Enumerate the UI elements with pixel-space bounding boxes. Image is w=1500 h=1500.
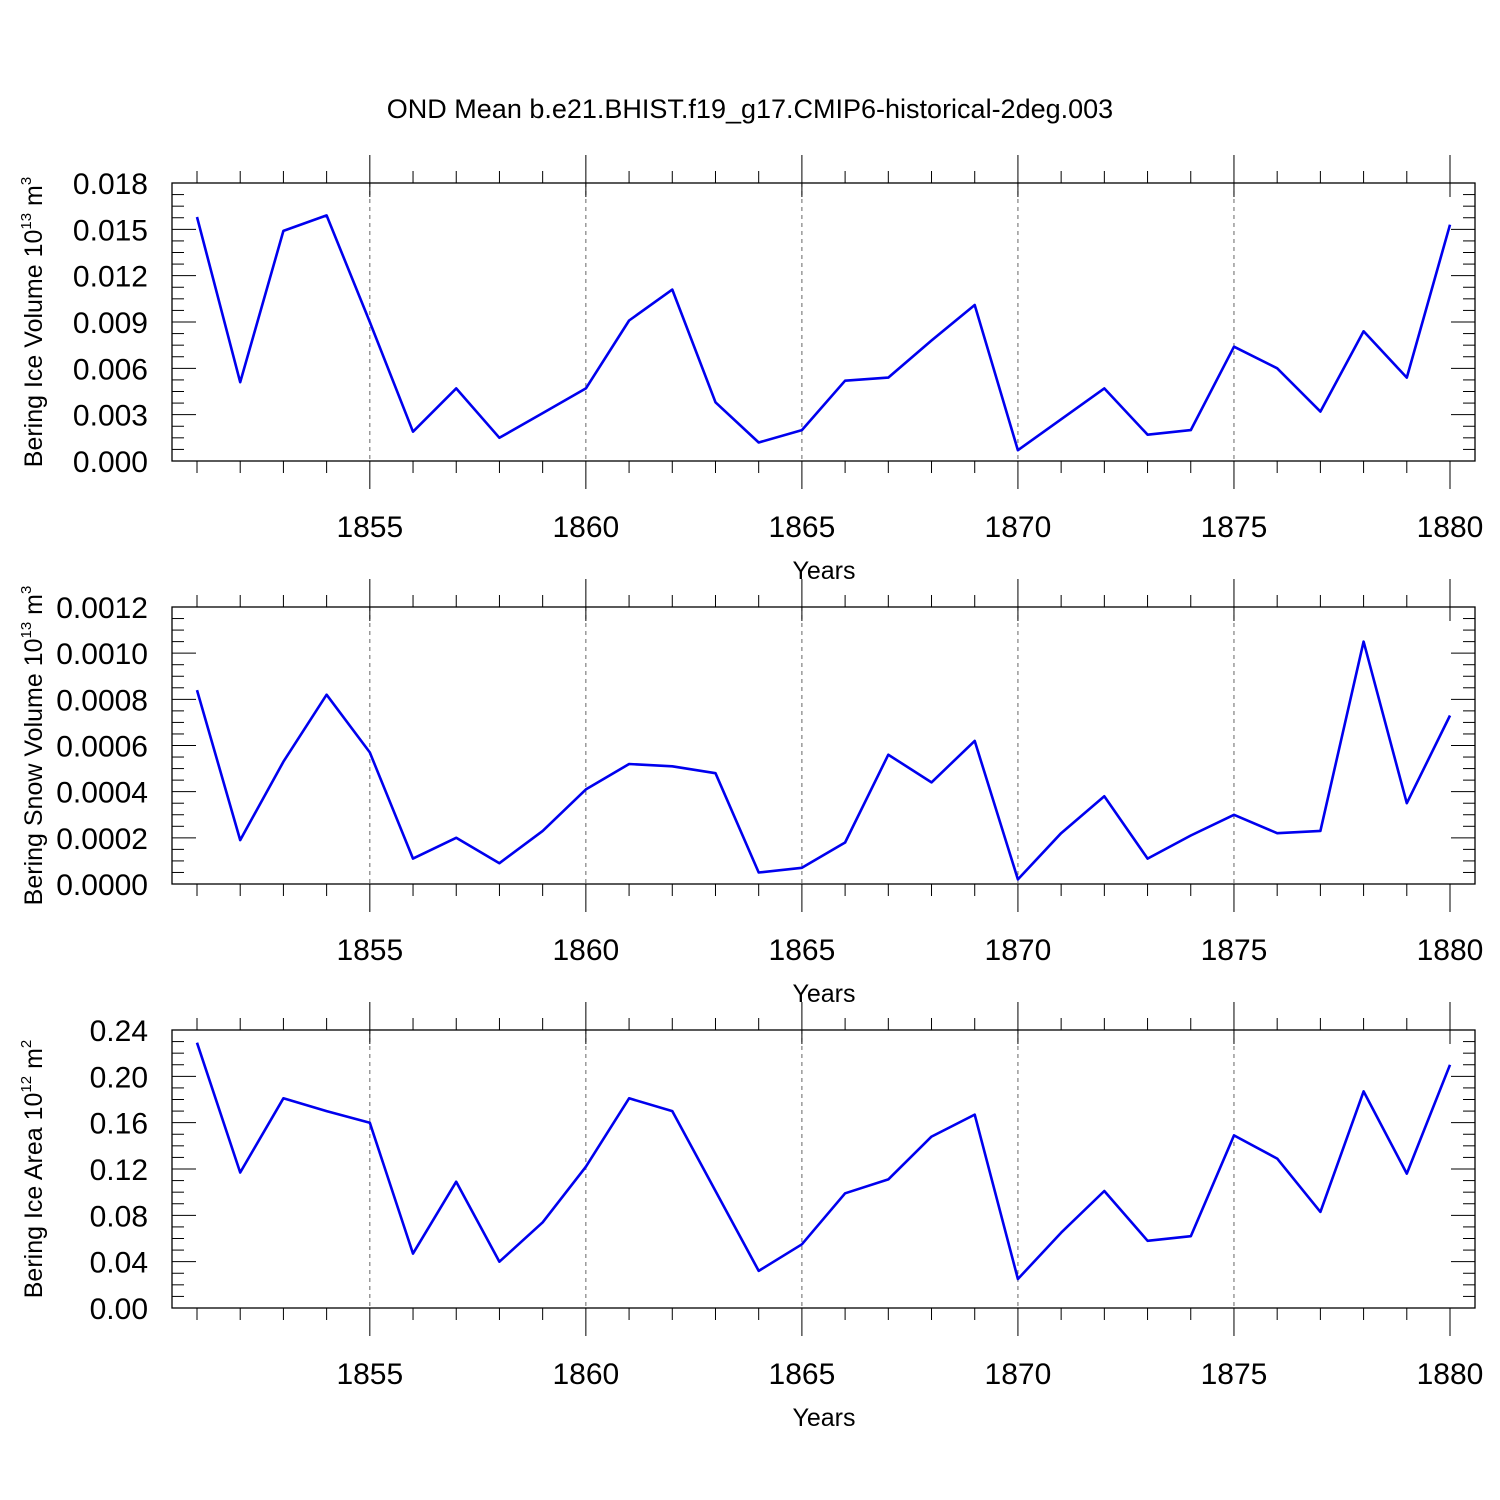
plot-frame — [171, 1029, 1476, 1309]
x-tick-label: 1865 — [769, 511, 836, 544]
series-line — [195, 1042, 1452, 1281]
y-tick-label: 0.0002 — [56, 823, 148, 856]
x-tick-label: 1855 — [336, 1358, 403, 1391]
y-tick-label: 0.0006 — [56, 731, 148, 764]
panel-2: 1855 1860 1865 1870 1875 1880 Years 0.0000 0.000… — [18, 579, 1483, 1008]
y-tick-label: 0.16 — [90, 1108, 148, 1141]
y-tick-label: 0.04 — [90, 1247, 148, 1280]
x-tick-label: 1875 — [1201, 511, 1268, 544]
plot-frame — [171, 182, 1476, 462]
y-tick-label: 0.0008 — [56, 684, 148, 717]
y-tick-label: 0.20 — [90, 1061, 148, 1094]
y-tick-label: 0.0012 — [56, 592, 148, 625]
series-line — [195, 214, 1452, 452]
y-axis-label: Bering Snow Volume 1013 m3 — [18, 586, 48, 906]
x-tick-label: 1855 — [336, 934, 403, 967]
x-axis-label: Years — [792, 1404, 855, 1432]
x-tick-label: 1880 — [1417, 511, 1484, 544]
x-tick-label: 1860 — [552, 1358, 619, 1391]
y-tick-label: 0.0004 — [56, 777, 148, 810]
panels: 1855 1860 1865 1870 1875 1880 Years 0.000 0.003 0… — [18, 155, 1483, 1432]
x-tick-label: 1870 — [985, 1358, 1052, 1391]
x-tick-label: 1860 — [552, 934, 619, 967]
y-tick-label: 0.018 — [73, 168, 148, 201]
y-axis-label: Bering Ice Area 1012 m2 — [18, 1040, 48, 1299]
y-axis-label: Bering Ice Volume 1013 m3 — [18, 177, 48, 467]
panel-3: 1855 1860 1865 1870 1875 1880 Years 0.00 0.04 0.0… — [18, 1002, 1483, 1432]
x-tick-label: 1870 — [985, 934, 1052, 967]
series-line — [195, 640, 1452, 881]
y-tick-label: 0.0010 — [56, 638, 148, 671]
x-tick-label: 1860 — [552, 511, 619, 544]
y-tick-label: 0.000 — [73, 446, 148, 479]
panel-1: 1855 1860 1865 1870 1875 1880 Years 0.000 0.003 0… — [18, 155, 1483, 585]
x-axis-label: Years — [792, 980, 855, 1008]
plot-frame — [171, 606, 1476, 885]
x-tick-label: 1875 — [1201, 934, 1268, 967]
x-tick-label: 1880 — [1417, 1358, 1484, 1391]
y-tick-label: 0.0000 — [56, 869, 148, 902]
y-tick-label: 0.006 — [73, 353, 148, 386]
y-tick-label: 0.003 — [73, 400, 148, 433]
y-tick-label: 0.00 — [90, 1293, 148, 1326]
x-tick-label: 1865 — [769, 1358, 836, 1391]
figure-title: OND Mean b.e21.BHIST.f19_g17.CMIP6-histo… — [387, 94, 1113, 124]
x-axis-label: Years — [792, 557, 855, 585]
y-tick-label: 0.24 — [90, 1015, 148, 1048]
x-tick-label: 1880 — [1417, 934, 1484, 967]
x-tick-label: 1855 — [336, 511, 403, 544]
x-tick-label: 1865 — [769, 934, 836, 967]
y-tick-label: 0.012 — [73, 261, 148, 294]
y-tick-label: 0.009 — [73, 307, 148, 340]
y-tick-label: 0.12 — [90, 1154, 148, 1187]
x-tick-label: 1870 — [985, 511, 1052, 544]
y-tick-label: 0.08 — [90, 1200, 148, 1233]
y-tick-label: 0.015 — [73, 214, 148, 247]
x-tick-label: 1875 — [1201, 1358, 1268, 1391]
